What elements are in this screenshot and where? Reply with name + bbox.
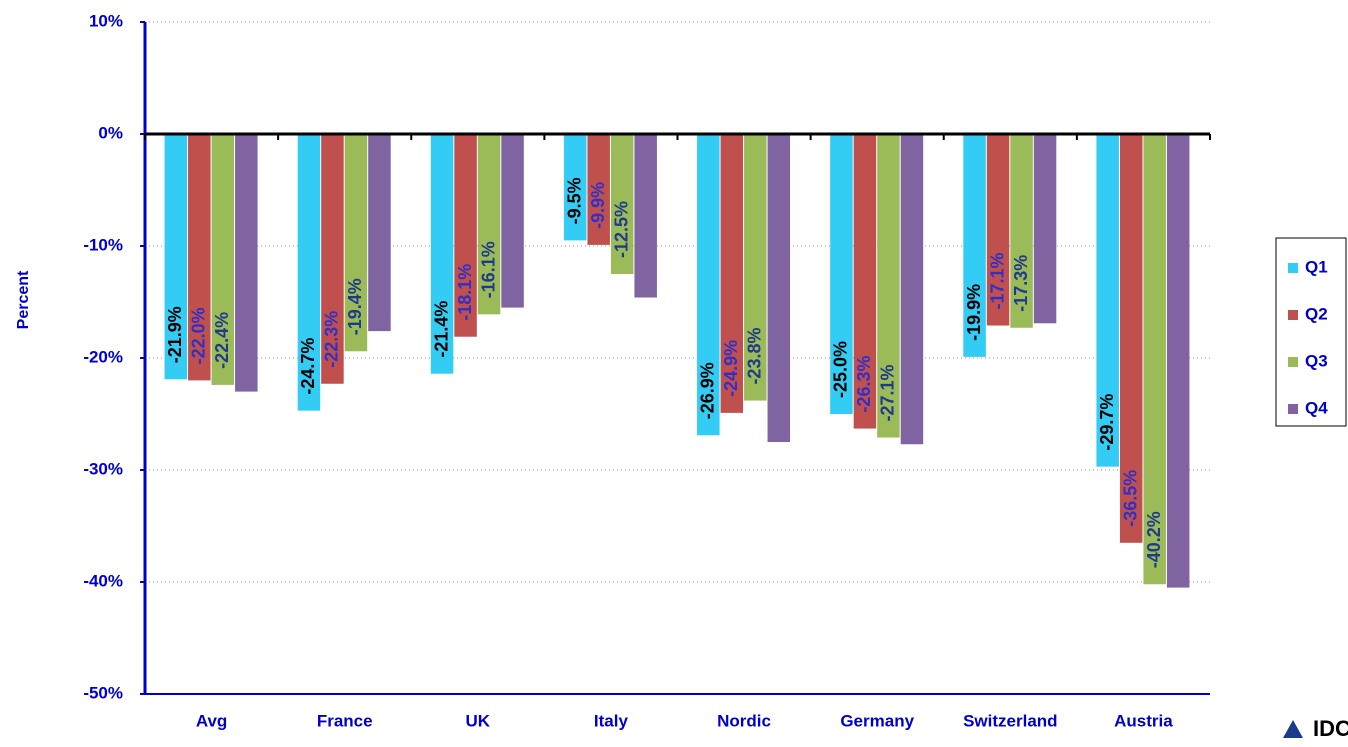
bar: [1166, 134, 1190, 588]
x-tick-label: Austria: [1114, 711, 1173, 730]
data-label: -19.9%: [964, 284, 984, 341]
x-tick-label: Switzerland: [963, 711, 1057, 730]
y-tick-label: -20%: [83, 347, 123, 366]
bar: [900, 134, 924, 445]
legend-box: [1275, 237, 1347, 427]
data-label: -40.2%: [1144, 511, 1164, 568]
data-label: -36.5%: [1120, 470, 1140, 527]
legend-label: Q3: [1305, 351, 1328, 370]
bar: [235, 134, 258, 392]
bar: [986, 134, 1010, 326]
data-label: -23.8%: [745, 328, 765, 385]
bar: [501, 134, 524, 308]
bar: [877, 134, 900, 438]
bar: [297, 134, 321, 411]
data-label: -19.4%: [345, 278, 365, 335]
data-label: -18.1%: [455, 264, 475, 321]
legend-swatch: [1288, 404, 1298, 414]
x-tick-label: Nordic: [717, 711, 771, 730]
bar: [430, 134, 454, 374]
data-label: -26.3%: [854, 356, 874, 413]
bar: [634, 134, 657, 298]
y-tick-label: -10%: [83, 235, 123, 254]
bar: [853, 134, 877, 429]
data-label: -22.4%: [212, 312, 232, 369]
bar: [767, 134, 791, 442]
data-label: -21.9%: [165, 306, 185, 363]
data-label: -22.0%: [189, 307, 209, 364]
legend-label: Q1: [1305, 257, 1328, 276]
y-axis-label: Percent: [15, 270, 32, 329]
x-tick-label: UK: [466, 711, 491, 730]
y-tick-label: -40%: [83, 571, 123, 590]
bar: [720, 134, 744, 413]
x-tick-label: Germany: [840, 711, 914, 730]
x-tick-label: Italy: [594, 711, 629, 730]
bar: [368, 134, 391, 332]
bar: [744, 134, 767, 401]
data-label: -16.1%: [478, 241, 498, 298]
y-tick-label: -30%: [83, 459, 123, 478]
bar: [563, 134, 587, 241]
bar: [454, 134, 477, 337]
data-label: -29.7%: [1097, 394, 1117, 451]
data-label: -24.9%: [721, 340, 741, 397]
legend-swatch: [1288, 357, 1298, 367]
data-label: -12.5%: [611, 201, 631, 258]
bar: [830, 134, 853, 414]
legend-label: Q2: [1305, 304, 1328, 323]
bar: [164, 134, 188, 380]
data-label: -9.5%: [564, 177, 584, 224]
bar: [1033, 134, 1057, 324]
legend-swatch: [1288, 263, 1298, 273]
data-label: -22.3%: [322, 311, 342, 368]
bar: [1119, 134, 1143, 543]
bar: [1096, 134, 1119, 467]
data-label: -17.3%: [1011, 255, 1031, 312]
bar: [697, 134, 720, 436]
bar: [1010, 134, 1033, 328]
bar: [587, 134, 610, 245]
bar: [610, 134, 634, 274]
y-tick-label: 10%: [89, 11, 123, 30]
legend-label: Q4: [1305, 398, 1328, 417]
bar: [211, 134, 235, 385]
bar: [321, 134, 344, 384]
data-label: -17.1%: [987, 252, 1007, 309]
bar: [188, 134, 211, 381]
data-label: -27.1%: [878, 364, 898, 421]
bar: [1143, 134, 1166, 585]
bar: [477, 134, 501, 315]
legend-swatch: [1288, 310, 1298, 320]
logo: IDC: [1313, 716, 1348, 741]
y-tick-label: 0%: [98, 123, 123, 142]
logo-mark: [1283, 720, 1303, 738]
data-label: -24.7%: [298, 338, 318, 395]
x-tick-label: Avg: [196, 711, 228, 730]
data-label: -21.4%: [431, 301, 451, 358]
x-tick-label: France: [317, 711, 373, 730]
data-label: -25.0%: [831, 341, 851, 398]
data-label: -26.9%: [698, 362, 718, 419]
y-tick-label: -50%: [83, 683, 123, 702]
data-label: -9.9%: [588, 182, 608, 229]
bar: [963, 134, 986, 357]
bar: [344, 134, 368, 352]
